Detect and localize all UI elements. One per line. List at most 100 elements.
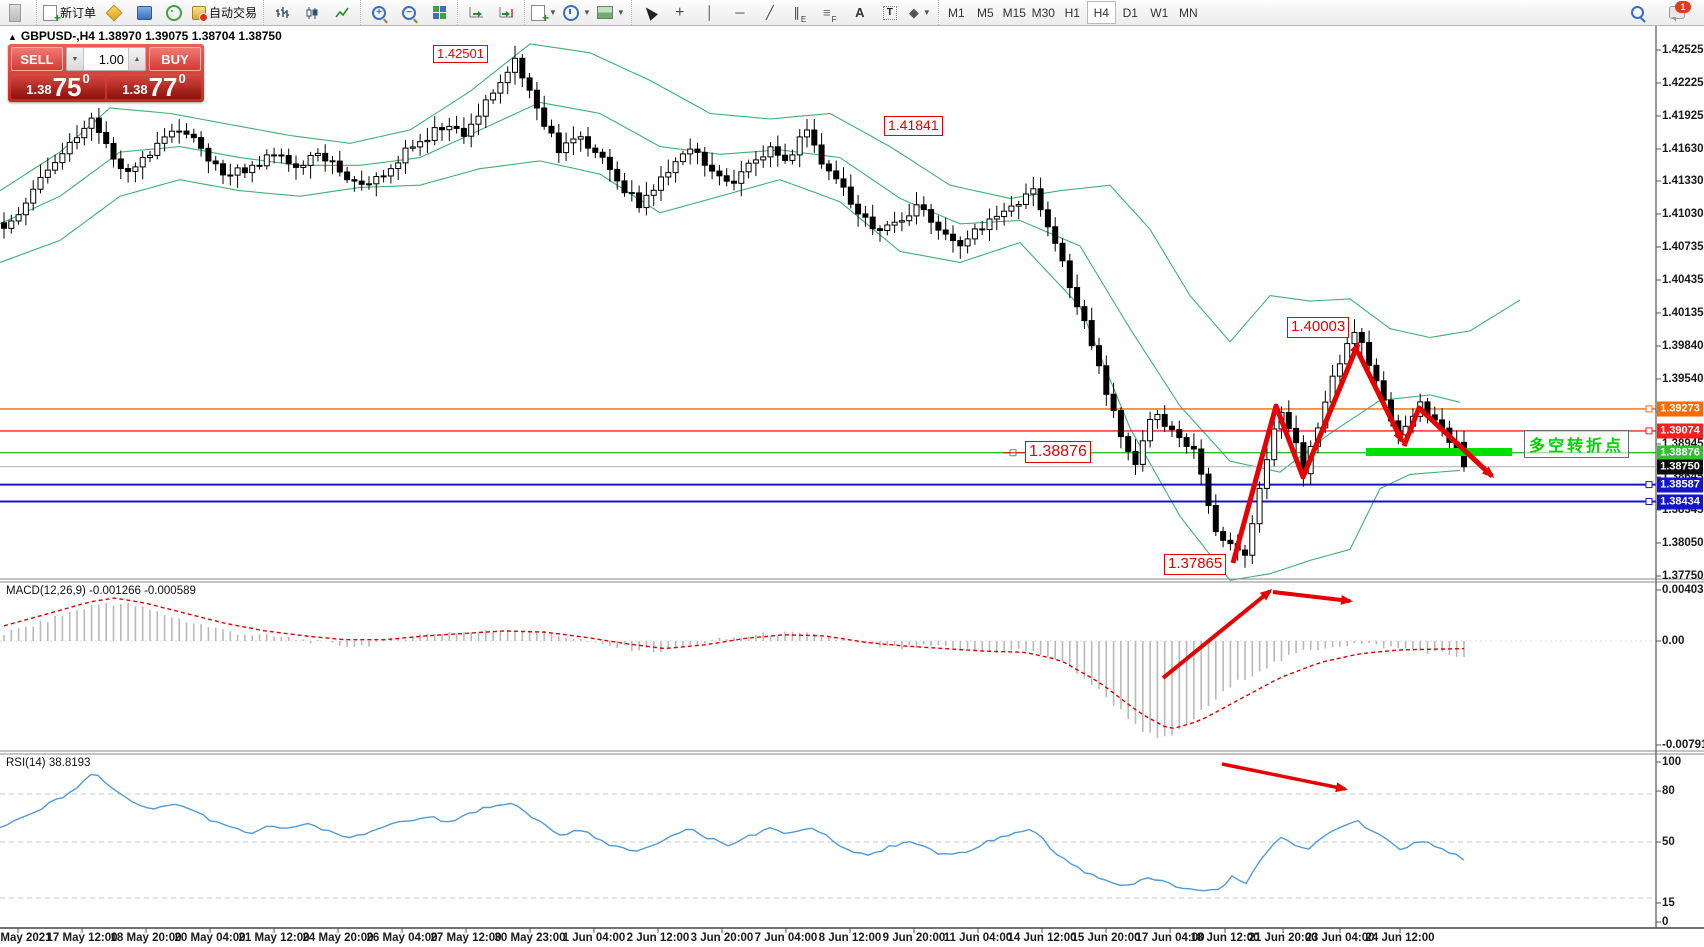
time-axis-label: 9 Jun 20:00 <box>882 932 946 944</box>
tile-windows-icon[interactable] <box>424 1 454 25</box>
chevron-down-icon: ▼ <box>582 8 591 17</box>
clipped-icon[interactable] <box>3 1 33 25</box>
time-axis-label: 11 Jun 04:00 <box>943 932 1013 944</box>
search-icon <box>1630 6 1644 19</box>
price-tag: 1.38587 <box>1657 477 1703 493</box>
price-tag: 1.39273 <box>1657 401 1703 417</box>
crosshair-icon[interactable]: + <box>675 3 685 21</box>
search-button[interactable] <box>1622 1 1652 25</box>
templates-button[interactable]: ▼ <box>594 1 628 25</box>
turning-point-label[interactable]: 多空转折点 <box>1524 430 1630 458</box>
line-chart-icon[interactable] <box>327 1 357 25</box>
rsi-line <box>0 773 1465 892</box>
time-axis-label: 24 May 20:00 <box>302 932 374 944</box>
price-tag: 1.38876 <box>1657 445 1703 461</box>
text-label-icon[interactable]: T <box>875 1 905 25</box>
buy-price[interactable]: 1.38 77 0 <box>107 72 201 100</box>
horizontal-line-icon[interactable]: ─ <box>735 5 745 20</box>
auto-scroll-icon[interactable] <box>461 1 491 25</box>
symbol-ohlc-header: ▲ GBPUSD-,H4 1.38970 1.39075 1.38704 1.38… <box>8 29 282 43</box>
time-axis-label: 14 May 2021 <box>0 932 52 944</box>
time-axis-label: 27 May 12:00 <box>430 932 502 944</box>
autotrade-label: 自动交易 <box>209 6 258 20</box>
price-axis-label: 1.40135 <box>1662 307 1704 319</box>
time-axis-label: 1 Jun 04:00 <box>562 932 626 944</box>
trend-arrows-rsi <box>1221 762 1348 793</box>
volume-down-button[interactable]: ▼ <box>67 48 84 70</box>
price-annotation-box[interactable]: 1.40003 <box>1287 317 1350 338</box>
timeframe-button[interactable]: M1 <box>947 5 965 20</box>
timeframe-button[interactable]: M5 <box>976 5 994 20</box>
fibonacci-icon[interactable]: ≡ F <box>823 5 837 24</box>
time-axis-label: 15 Jun 20:00 <box>1071 932 1141 944</box>
price-axis-label: 1.41630 <box>1662 143 1704 155</box>
vertical-line-icon[interactable]: │ <box>705 5 714 20</box>
macd-axis-label: 0.00 <box>1662 635 1685 647</box>
new-chart-button[interactable]: ▼ <box>528 1 560 25</box>
highlighter-icon[interactable] <box>99 1 129 25</box>
trendline-icon[interactable]: ╱ <box>765 5 774 20</box>
signal-icon[interactable] <box>159 1 189 25</box>
buy-button[interactable]: BUY <box>149 47 201 71</box>
timeframe-button[interactable]: H1 <box>1064 5 1080 20</box>
volume-input[interactable]: 1.00 <box>98 51 124 67</box>
cursor-icon[interactable] <box>635 1 665 25</box>
trend-arrows-main <box>1230 341 1495 564</box>
price-annotation-box[interactable]: 1.41841 <box>884 116 943 136</box>
time-axis-label: 8 Jun 12:00 <box>818 932 882 944</box>
chat-icon: 1 <box>1669 1 1691 22</box>
time-axis-label: 17 Jun 04:00 <box>1135 932 1205 944</box>
chart-shift-icon[interactable] <box>491 1 521 25</box>
price-axis-label: 1.42525 <box>1662 44 1704 56</box>
periods-button[interactable]: ▼ <box>560 1 594 25</box>
price-axis-label: 1.40735 <box>1662 241 1704 253</box>
price-annotation-box[interactable]: 1.42501 <box>433 45 488 64</box>
rsi-axis-label: 100 <box>1662 756 1682 768</box>
zoom-out-icon[interactable]: − <box>394 1 424 25</box>
timeframe-button[interactable]: M15 <box>1002 5 1026 20</box>
channel-icon[interactable]: ∥ E <box>793 5 807 24</box>
timeframe-button[interactable]: D1 <box>1122 5 1138 20</box>
rsi-axis-label: 0 <box>1662 916 1669 928</box>
time-axis-label: 7 Jun 04:00 <box>754 932 818 944</box>
market-watch-icon[interactable] <box>129 1 159 25</box>
templates-icon <box>596 6 613 19</box>
new-chart-icon <box>531 4 549 25</box>
price-tag: 1.38434 <box>1657 494 1703 510</box>
timeframe-button[interactable]: H4 <box>1086 1 1116 24</box>
periods-icon <box>562 4 579 21</box>
price-annotation-box[interactable]: 1.38876 <box>1025 441 1091 463</box>
time-axis-label: 20 May 04:00 <box>174 932 246 944</box>
sell-button[interactable]: SELL <box>11 47 63 71</box>
level-lines <box>0 405 1656 505</box>
rsi-header: RSI(14) 38.8193 <box>6 757 91 769</box>
volume-stepper: ▼ 1.00 ▲ <box>66 47 146 71</box>
time-axis-label: 24 Jun 12:00 <box>1365 932 1435 944</box>
price-tag: 1.39074 <box>1657 423 1703 439</box>
chat-button[interactable]: 1 <box>1662 1 1692 25</box>
timeframe-button[interactable]: W1 <box>1150 5 1169 20</box>
time-axis-label: 17 May 12:00 <box>46 932 118 944</box>
new-order-button[interactable]: 新订单 <box>40 1 99 25</box>
zoom-in-icon[interactable]: + <box>364 1 394 25</box>
macd-header: MACD(12,26,9) -0.001266 -0.000589 <box>6 585 196 597</box>
price-annotation-box[interactable]: 1.37865 <box>1164 554 1227 575</box>
volume-up-button[interactable]: ▲ <box>128 48 145 70</box>
new-order-icon <box>43 4 61 25</box>
toolbar: 新订单 自动交易 + − <box>0 0 1704 26</box>
text-icon[interactable]: A <box>855 5 865 20</box>
collapse-triangle-icon[interactable]: ▲ <box>8 32 17 42</box>
price-axis-label: 1.37750 <box>1662 570 1704 582</box>
macd-axis-label: 0.004032 <box>1662 584 1704 596</box>
sell-price[interactable]: 1.38 75 0 <box>11 72 105 100</box>
bar-chart-icon[interactable] <box>267 1 297 25</box>
timeframe-button[interactable]: M30 <box>1031 5 1055 20</box>
timeframe-button[interactable]: MN <box>1178 5 1198 20</box>
time-axis-label: 18 Jun 12:00 <box>1190 932 1260 944</box>
shapes-button[interactable]: ◆ ▼ <box>905 1 935 25</box>
bollinger-bands <box>0 43 1521 581</box>
autotrade-button[interactable]: 自动交易 <box>189 1 260 25</box>
candle-chart-icon[interactable] <box>297 1 327 25</box>
rsi-axis-label: 80 <box>1662 785 1675 797</box>
